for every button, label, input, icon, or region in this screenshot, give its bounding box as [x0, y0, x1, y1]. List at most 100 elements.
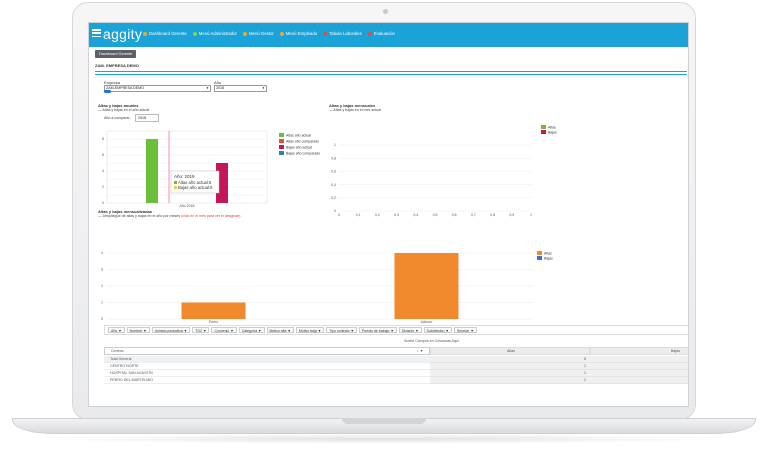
nav-item-tabula[interactable]: Tabula Laborales [323, 31, 362, 36]
pivot-filter-chip[interactable]: Puesto de trabajo ▼ [358, 327, 397, 333]
compare-label: Año a comparar: [104, 116, 131, 120]
bar-altas[interactable] [394, 253, 459, 319]
subtitle-hint: (click en el mes para ver el desglose) [181, 214, 241, 218]
legend-label[interactable]: Bajas [548, 131, 557, 135]
chevron-down-icon: ▼ [206, 86, 209, 90]
sort-filter-icon[interactable]: ↕ ▼ [417, 349, 424, 353]
legend-label[interactable]: Altas [544, 252, 552, 256]
toggle-button[interactable] [104, 90, 111, 93]
legend-swatch [541, 130, 546, 134]
y-tick-label: 2 [101, 284, 103, 288]
legend-label[interactable]: Altas año comparado [286, 140, 319, 144]
tooltip-title: Año: 2019 [174, 174, 195, 179]
tooltip-swatch [174, 181, 177, 184]
dashboard-button[interactable]: Dashboard Gerente [95, 50, 137, 58]
pivot-filter-chip[interactable]: Subdivisión ▼ [423, 327, 452, 333]
panel-bottom-title: Altas y bajas mensualizadas [98, 209, 153, 214]
nav-item-admin[interactable]: Menú Administrador [192, 31, 237, 36]
pivot-filter-chip[interactable]: División ▼ [398, 327, 422, 333]
panel-left-subtitle: — Altas y bajas en el año actual [98, 108, 150, 112]
top-navbar: aggity Dashboard Gerente Menú Administra… [89, 23, 688, 47]
legend-label[interactable]: Bajas [544, 257, 553, 261]
menu-icon[interactable] [92, 29, 101, 38]
subtitle-text: — Despliegue de altas y bajas en el año … [98, 214, 181, 218]
nav-item-dashboard[interactable]: Dashboard Gerente [143, 31, 187, 36]
row-label: Total General [110, 357, 132, 361]
laptop-shadow [40, 434, 728, 444]
row-value-altas: 5 [584, 357, 586, 361]
y-tick-label: 1 [101, 301, 103, 305]
x-tick-label: 0,4 [413, 213, 418, 217]
anio-select[interactable]: 2018 ▼ [214, 85, 267, 92]
laptop-notch [342, 418, 426, 424]
legend-label[interactable]: Altas año actual [286, 134, 311, 138]
legend-swatch [537, 251, 542, 255]
anio-label: Año [214, 80, 222, 85]
legend-swatch [279, 145, 284, 149]
company-title: ZAM- EMPRESA DEMO [95, 63, 139, 68]
y-tick-label: 0 [334, 209, 336, 213]
x-tick-label: 0,7 [471, 213, 476, 217]
y-tick-label: 6 [102, 153, 104, 157]
empresa-label: Empresa [104, 80, 121, 85]
pivot-filter-chip[interactable]: Nombre ▼ [126, 327, 150, 333]
pivot-filter-chip[interactable]: Motivo alta ▼ [266, 327, 294, 333]
employee-icon [279, 31, 284, 36]
col-header-altas: Altas [430, 347, 590, 355]
pivot-filter-chip[interactable]: Sección ▼ [453, 327, 477, 333]
anio-value: 2018 [216, 86, 224, 90]
tooltip-box [170, 170, 220, 194]
y-tick-label: 0 [102, 201, 104, 205]
main-nav: Dashboard Gerente Menú Administrador Men… [143, 31, 395, 36]
row-field-label: Centros [111, 349, 124, 353]
tooltip-line: Bajas año actual:6 [178, 185, 213, 190]
empresa-select[interactable]: ZAM-EMPRESA DEMO ▼ [104, 85, 211, 92]
bar-altas[interactable] [181, 302, 246, 320]
x-tick-label: 0,6 [452, 213, 457, 217]
pivot-filter-chip[interactable]: Unidad productiva ▼ [151, 327, 191, 333]
nav-item-evaluacion[interactable]: Evaluación [367, 31, 395, 36]
table-row[interactable]: Total General 5 [104, 356, 688, 363]
col-header-bajas: Bajas [590, 347, 688, 355]
y-tick-label: 2 [102, 185, 104, 189]
legend-label[interactable]: Bajas año actual [286, 146, 312, 150]
app-screen: aggity Dashboard Gerente Menú Administra… [88, 22, 689, 407]
pivot-filter-chip[interactable]: Categoría ▼ [238, 327, 265, 333]
legend-swatch [279, 139, 284, 143]
row-label: CENTRO NORTE [110, 364, 139, 368]
bar-altas-actual[interactable] [146, 139, 158, 203]
nav-item-empleado[interactable]: Menú Empleado [279, 31, 317, 36]
x-tick-label: 0 [338, 213, 340, 217]
pivot-filter-chip[interactable]: Motivo baja ▼ [295, 327, 325, 333]
empresa-value: ZAM-EMPRESA DEMO [106, 86, 144, 90]
pivot-filters: Año ▼ Nombre ▼ Unidad productiva ▼ TG2 ▼ Con… [104, 325, 688, 335]
x-tick-label: 0,1 [356, 213, 361, 217]
pivot-filter-chip[interactable]: Año ▼ [108, 327, 125, 333]
panel-right-title: Altas y bajas mensuales [329, 103, 376, 108]
x-tick-label: 1 [530, 213, 532, 217]
y-tick-label: 8 [102, 137, 104, 141]
chevron-down-icon: ▼ [262, 86, 265, 90]
y-tick-label: 0 [101, 317, 103, 321]
table-icon [323, 31, 328, 36]
table-row[interactable]: CENTRO NORTE 1 [104, 363, 688, 370]
row-label: PERRO DEL MARTELMIO [110, 378, 153, 382]
legend-swatch [541, 125, 546, 129]
pivot-filter-chip[interactable]: Convenio ▼ [211, 327, 237, 333]
nav-item-gestor[interactable]: Menú Gestor [242, 31, 274, 36]
pivot-filter-chip[interactable]: TG2 ▼ [192, 327, 210, 333]
row-value-altas: 1 [584, 364, 586, 368]
table-row[interactable]: HOSPITAL SAN AGUSTÍN 1 [104, 370, 688, 377]
table-row[interactable]: PERRO DEL MARTELMIO 1 [104, 377, 688, 384]
x-tick-label: 0,3 [394, 213, 399, 217]
camera-icon [383, 9, 388, 14]
legend-label[interactable]: Bajas año comparado [286, 152, 320, 156]
y-tick-label: 4 [102, 169, 104, 173]
row-field-box[interactable]: Centros ↕ ▼ [104, 347, 430, 355]
x-tick-label: 0,8 [490, 213, 495, 217]
compare-year-input[interactable]: 2018 [135, 114, 159, 122]
legend-label[interactable]: Altas [548, 126, 556, 130]
pivot-filter-chip[interactable]: Tipo contrato ▼ [326, 327, 357, 333]
x-tick-label: Enero [209, 320, 218, 324]
